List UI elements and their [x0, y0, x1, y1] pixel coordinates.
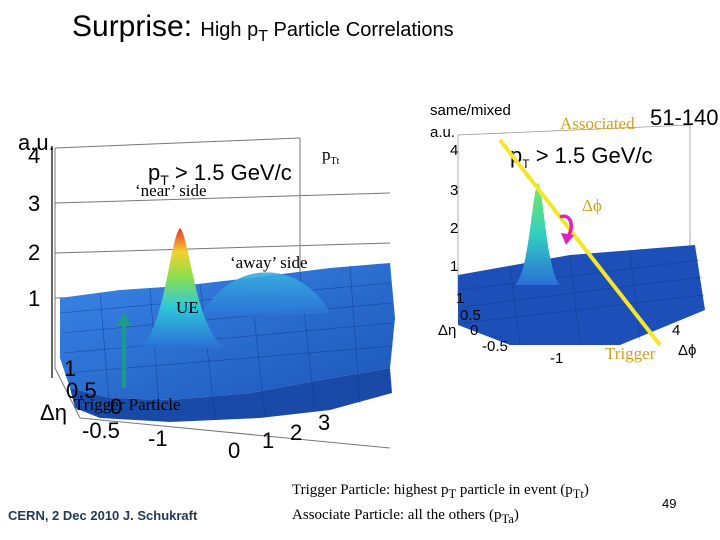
title-sub: High pT Particle Correlations — [200, 19, 454, 45]
left-correlation-plot: a.u. 4 3 2 1 pT > 1.5 GeV/c 1 0.5 0 -0.5… — [18, 130, 395, 463]
left-eta-tick-1: 1 — [64, 356, 76, 381]
left-y-tick-2: 2 — [28, 240, 40, 265]
left-eta-tick-m05: -0.5 — [82, 418, 120, 443]
right-surface — [458, 245, 705, 345]
trigger-arrow — [116, 312, 132, 388]
left-surface-front — [70, 368, 392, 422]
footer-note: Trigger Particle: highest pT particle in… — [292, 480, 589, 530]
right-phi-label: Δϕ — [678, 342, 696, 359]
delta-phi-arrow — [559, 214, 574, 245]
delta-phi-label: Δϕ — [582, 196, 602, 215]
associated-label: Associated — [560, 114, 635, 133]
left-eta-label: Δη — [40, 400, 67, 425]
right-eta-tick-1: 1 — [456, 290, 464, 307]
right-peak — [515, 183, 560, 285]
right-eta-tick-m1: -1 — [550, 350, 563, 367]
right-eta-tick-m05: -0.5 — [482, 338, 508, 355]
right-y-title: a.u. — [430, 124, 455, 141]
left-phi-tick-1: 1 — [262, 428, 274, 453]
away-side-label: ‘away’ side — [230, 253, 308, 272]
footer-line-2: Associate Particle: all the others (pTa) — [292, 507, 519, 526]
trigger-label: Trigger — [605, 344, 656, 363]
right-cut-label: pT > 1.5 GeV/c — [510, 143, 653, 171]
left-phi-tick-0: 0 — [228, 438, 240, 463]
left-y-title: a.u. — [18, 130, 55, 155]
right-corner-number: 51-140 — [650, 105, 719, 130]
right-y-tick-4: 4 — [450, 142, 458, 159]
page-title: Surprise: High pT Particle Correlations — [72, 10, 454, 46]
right-eta-label: Δη — [438, 322, 456, 339]
right-y-tick-3: 3 — [450, 182, 458, 199]
left-away-hump — [200, 272, 330, 318]
left-pt-label: pTt — [322, 145, 340, 167]
left-cut-label: pT > 1.5 GeV/c — [148, 160, 292, 188]
right-mesh — [459, 250, 705, 346]
ue-label: UE — [176, 298, 199, 317]
page-number: 49 — [662, 496, 677, 511]
left-phi-tick-3: 3 — [318, 410, 330, 435]
right-phi-tick-4: 4 — [672, 322, 680, 339]
footer-credit: CERN, 2 Dec 2010 J. Schukraft — [8, 508, 198, 523]
right-correlation-plot: same/mixed 51-140 a.u. 4 3 2 1 pT > 1.5 … — [430, 102, 719, 367]
right-eta-tick-05: 0.5 — [460, 307, 481, 324]
left-y-tick-4: 4 — [28, 143, 40, 168]
left-eta-tick-m1: -1 — [148, 426, 168, 451]
trigger-particle-label: Trigger Particle — [74, 395, 181, 414]
right-plot-title: same/mixed — [430, 102, 511, 119]
left-eta-tick-0: 0 — [110, 394, 122, 419]
left-phi-tick-2: 2 — [290, 420, 302, 445]
right-y-tick-2: 2 — [450, 220, 458, 237]
correlation-line — [498, 138, 662, 347]
title-main: Surprise: — [72, 10, 193, 43]
left-eta-tick-05: 0.5 — [66, 378, 97, 403]
near-side-label: ‘near’ side — [135, 181, 207, 200]
right-eta-tick-0: 0 — [470, 322, 478, 339]
footer-line-1: Trigger Particle: highest pT particle in… — [292, 482, 589, 501]
right-y-tick-1: 1 — [450, 258, 458, 275]
left-y-tick-3: 3 — [28, 191, 40, 216]
left-near-peak — [140, 228, 225, 348]
left-y-tick-1: 1 — [28, 286, 40, 311]
